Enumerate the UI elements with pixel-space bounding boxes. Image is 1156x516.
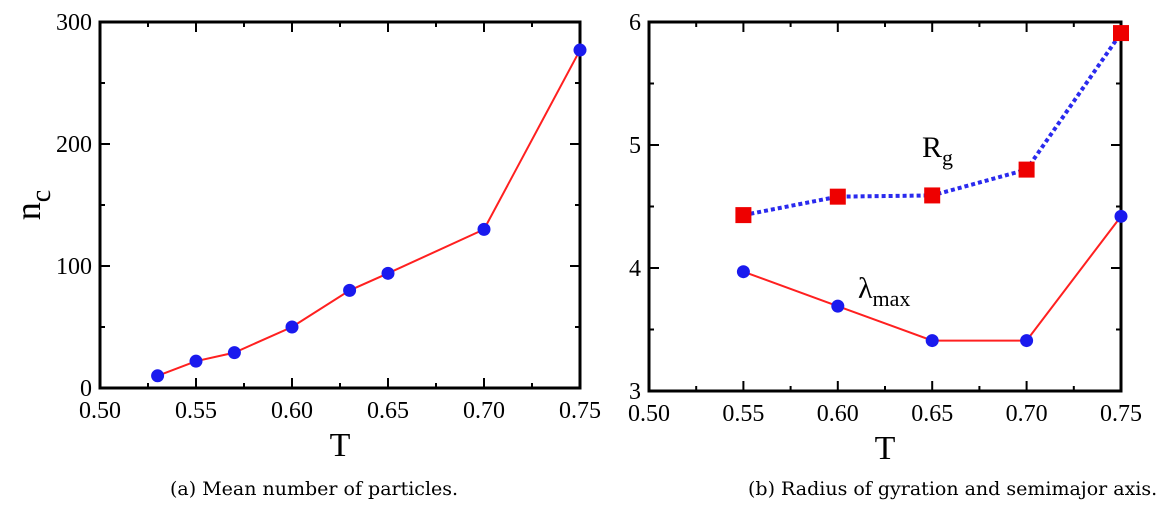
- series-line-a-0: [157, 49, 581, 377]
- x-tick-label-b: 0.55: [722, 401, 764, 427]
- y-axis-label-a: nc: [8, 190, 57, 220]
- data-point-circle-b-1: [1020, 334, 1034, 348]
- data-point-circle-a-0: [151, 369, 165, 383]
- data-point-square-b-0: [735, 207, 752, 224]
- data-point-square-b-0: [1113, 25, 1129, 42]
- data-point-circle-a-0: [343, 283, 357, 297]
- caption-a: (a) Mean number of particles.: [170, 478, 459, 500]
- x-tick-label-a: 0.75: [559, 398, 601, 424]
- x-tick-label-a: 0.70: [463, 398, 505, 424]
- data-point-circle-a-0: [573, 43, 587, 57]
- data-point-circle-b-1: [736, 265, 750, 279]
- y-tick-label-a: 0: [80, 376, 92, 402]
- x-axis-label-b: T: [875, 430, 896, 467]
- data-point-circle-b-1: [1114, 209, 1128, 223]
- data-point-circle-a-0: [381, 266, 395, 280]
- y-tick-label-b: 4: [629, 256, 641, 282]
- y-tick-label-b: 5: [629, 133, 641, 159]
- data-point-square-b-0: [1018, 161, 1035, 178]
- data-point-circle-b-1: [831, 299, 845, 313]
- y-tick-label-a: 200: [56, 132, 92, 158]
- x-tick-label-a: 0.65: [367, 398, 409, 424]
- y-tick-label-a: 300: [56, 10, 92, 36]
- x-tick-label-b: 0.50: [628, 401, 670, 427]
- series-label-b-0: Rg: [922, 131, 953, 170]
- y-tick-label-a: 100: [56, 254, 92, 280]
- data-point-circle-a-0: [477, 222, 491, 236]
- x-tick-label-a: 0.55: [175, 398, 217, 424]
- data-point-square-b-0: [924, 187, 941, 204]
- data-point-square-b-0: [829, 188, 846, 205]
- x-tick-label-b: 0.75: [1100, 401, 1142, 427]
- plot-frame-a: [98, 20, 582, 390]
- x-tick-label-b: 0.70: [1006, 401, 1048, 427]
- plot-frame-b: [647, 20, 1123, 393]
- x-tick-label-a: 0.50: [79, 398, 121, 424]
- series-line-b-1: [743, 215, 1122, 342]
- x-axis-label-a: T: [330, 427, 351, 464]
- series-label-b-1: λmax: [858, 272, 910, 311]
- data-point-circle-a-0: [189, 354, 203, 368]
- y-tick-label-b: 3: [629, 379, 641, 405]
- x-tick-label-b: 0.65: [911, 401, 953, 427]
- data-point-circle-a-0: [285, 320, 299, 334]
- data-point-circle-b-1: [925, 334, 939, 348]
- x-tick-label-a: 0.60: [271, 398, 313, 424]
- x-tick-label-b: 0.60: [817, 401, 859, 427]
- data-point-circle-a-0: [227, 346, 241, 360]
- y-tick-label-b: 6: [629, 10, 641, 36]
- caption-b: (b) Radius of gyration and semimajor axi…: [748, 478, 1156, 500]
